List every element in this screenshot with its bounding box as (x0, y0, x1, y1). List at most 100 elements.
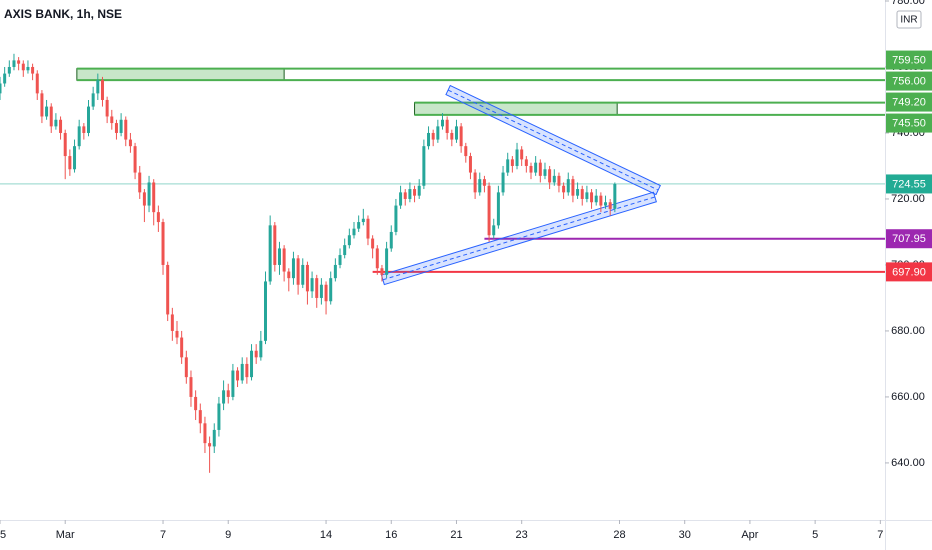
candle-body (236, 370, 240, 381)
candle-body (231, 370, 235, 397)
candle-body (77, 126, 81, 147)
candle-body (273, 225, 277, 265)
candle-body (515, 149, 519, 166)
candle-body (427, 132, 431, 147)
candle-body (217, 403, 221, 430)
candle-body (324, 284, 328, 302)
candle-body (352, 228, 356, 236)
x-tick-label: 7 (877, 529, 883, 541)
candle-body (562, 185, 566, 193)
candle-body (100, 80, 104, 100)
candle-body (380, 268, 384, 275)
candle-body (240, 363, 244, 381)
candle-body (268, 225, 272, 282)
candle-body (482, 179, 486, 186)
x-tick-label: 30 (679, 529, 691, 541)
candle-body (124, 119, 128, 140)
candle-body (189, 377, 193, 397)
candle-body (305, 264, 309, 292)
y-tick-label: 660.00 (891, 391, 925, 403)
candle-body (450, 132, 454, 140)
candle-body (473, 172, 477, 193)
candle-body (282, 248, 286, 272)
candle-body (194, 396, 198, 411)
level-label: 707.95 (892, 233, 926, 245)
candle-body (520, 149, 524, 160)
candle-body (538, 162, 542, 176)
x-tick-label: 21 (450, 529, 462, 541)
candle-body (422, 146, 426, 186)
candle-body (222, 390, 226, 404)
candle-body (45, 106, 49, 117)
y-tick-label: 720.00 (891, 193, 925, 205)
candle-body (566, 179, 570, 193)
candle-body (524, 159, 528, 166)
candle-body (287, 271, 291, 279)
candle-body (357, 222, 361, 229)
candle-body (366, 218, 370, 239)
channel-midline (382, 196, 656, 281)
level-label-box (886, 71, 932, 91)
candle-body (184, 357, 188, 378)
candle-body (301, 264, 305, 285)
candle-body (26, 66, 30, 71)
zone (76, 68, 285, 81)
candle-body (529, 165, 533, 173)
candle-body (371, 238, 375, 249)
candle-body (54, 119, 58, 127)
candle-body (399, 192, 403, 206)
candle-body (431, 132, 435, 140)
currency: INR (900, 15, 917, 26)
x-tick-label: Mar (56, 529, 75, 541)
candle-body (250, 350, 254, 378)
candle-body (226, 390, 230, 397)
candle-body (142, 192, 146, 206)
candle-body (543, 169, 547, 176)
candle-body (478, 179, 482, 193)
candle-body (496, 192, 500, 226)
candle-body (91, 93, 95, 107)
candle-body (0, 83, 2, 94)
candle-body (63, 132, 67, 157)
currency-box (896, 10, 922, 29)
candle-body (96, 80, 100, 94)
channel-band (445, 84, 661, 196)
candle-body (454, 126, 458, 140)
candle-body (161, 222, 165, 265)
candle-body (459, 126, 463, 147)
candle-body (548, 169, 552, 183)
candle-body (599, 195, 603, 206)
candle-body (343, 245, 347, 256)
candle-body (310, 278, 314, 292)
candle-body (590, 192, 594, 203)
candle-body (315, 278, 319, 298)
candle-body (156, 212, 160, 223)
x-tick-label: 9 (225, 529, 231, 541)
candle-body (487, 185, 491, 236)
level-label-box (886, 262, 932, 282)
candle-body (375, 248, 379, 269)
candle-body (413, 189, 417, 196)
candle-body (133, 146, 137, 173)
candle-body (12, 60, 16, 67)
chart-title: AXIS BANK, 1h, NSE (4, 7, 122, 21)
candle-body (510, 159, 514, 166)
candle-body (613, 183, 617, 209)
candle-body (389, 231, 393, 249)
candle-body (138, 172, 142, 193)
candle-body (110, 116, 114, 124)
x-tick-label: 7 (160, 529, 166, 541)
candle-body (580, 189, 584, 199)
x-tick-label: 25 (0, 529, 6, 541)
x-tick-label: 5 (812, 529, 818, 541)
candle-body (338, 255, 342, 265)
candle-body (604, 202, 608, 206)
level-label-box (886, 174, 932, 194)
candle-body (7, 66, 11, 74)
candle-body (245, 363, 249, 378)
candle-body (436, 126, 440, 140)
